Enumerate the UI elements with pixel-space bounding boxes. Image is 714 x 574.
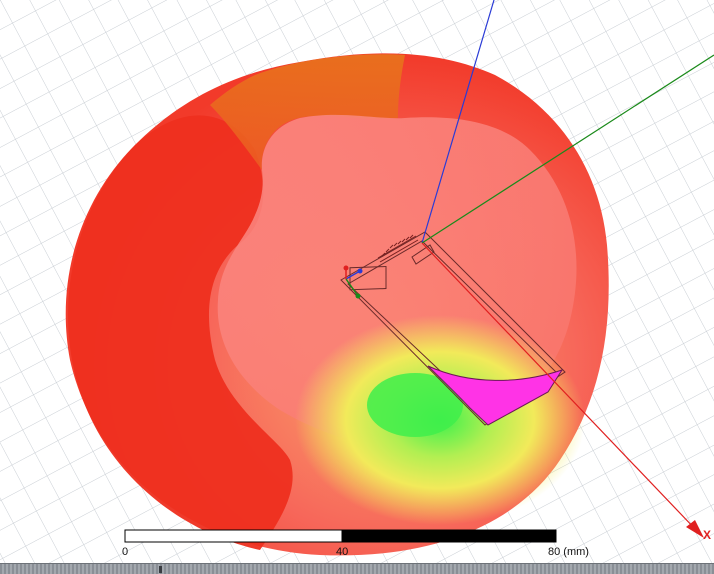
scale-bar-white-segment: [124, 529, 343, 543]
pattern-green-null: [367, 373, 463, 437]
x-axis-label: X: [703, 528, 712, 542]
pattern-top-cap: [210, 54, 405, 170]
status-splitter-bar[interactable]: [0, 563, 714, 574]
pattern-left-lobe: [68, 115, 293, 551]
z-axis-line: [421, 0, 495, 244]
meander-element: [377, 234, 419, 263]
substrate-outline: [340, 231, 566, 426]
x-axis-line: [421, 242, 699, 533]
y-axis-line: [421, 54, 714, 244]
scale-label-0: 0: [122, 546, 129, 558]
x-axis-arrow: [686, 520, 704, 538]
scale-bar-black-segment: [341, 529, 557, 543]
local-triad: [343, 265, 363, 299]
magenta-substrate-patch: [427, 365, 564, 426]
scale-label-80-mm: 80 (mm): [548, 546, 589, 558]
scale-bar: [124, 529, 557, 543]
scale-label-40: 40: [336, 546, 349, 558]
splitter-handle[interactable]: [159, 566, 162, 573]
ground-strip: [411, 244, 435, 265]
feed-box: [349, 266, 387, 291]
